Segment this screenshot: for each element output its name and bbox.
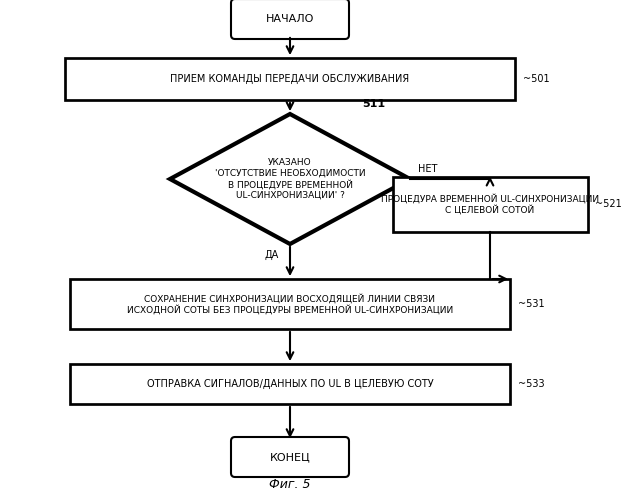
Text: СОХРАНЕНИЕ СИНХРОНИЗАЦИИ ВОСХОДЯЩЕЙ ЛИНИИ СВЯЗИ
ИСХОДНОЙ СОТЫ БЕЗ ПРОЦЕДУРЫ ВРЕМ: СОХРАНЕНИЕ СИНХРОНИЗАЦИИ ВОСХОДЯЩЕЙ ЛИНИ… xyxy=(127,293,453,315)
Text: Фиг. 5: Фиг. 5 xyxy=(269,478,311,491)
FancyBboxPatch shape xyxy=(231,437,349,477)
Bar xyxy=(392,177,587,232)
Text: УКАЗАНО
'ОТСУТСТВИЕ НЕОБХОДИМОСТИ
В ПРОЦЕДУРЕ ВРЕМЕННОЙ
UL-СИНХРОНИЗАЦИИ' ?: УКАЗАНО 'ОТСУТСТВИЕ НЕОБХОДИМОСТИ В ПРОЦ… xyxy=(215,158,366,200)
Text: ~531: ~531 xyxy=(518,299,544,309)
Text: ПРОЦЕДУРА ВРЕМЕННОЙ UL-СИНХРОНИЗАЦИИ
С ЦЕЛЕВОЙ СОТОЙ: ПРОЦЕДУРА ВРЕМЕННОЙ UL-СИНХРОНИЗАЦИИ С Ц… xyxy=(381,193,599,215)
Polygon shape xyxy=(170,114,410,244)
Text: ОТПРАВКА СИГНАЛОВ/ДАННЫХ ПО UL В ЦЕЛЕВУЮ СОТУ: ОТПРАВКА СИГНАЛОВ/ДАННЫХ ПО UL В ЦЕЛЕВУЮ… xyxy=(146,379,433,389)
Bar xyxy=(70,364,510,404)
Text: ~533: ~533 xyxy=(518,379,544,389)
Text: НЕТ: НЕТ xyxy=(418,164,437,174)
Bar xyxy=(70,279,510,329)
Text: НАЧАЛО: НАЧАЛО xyxy=(266,14,314,24)
Text: ~501: ~501 xyxy=(523,74,550,84)
Text: 511: 511 xyxy=(362,99,385,109)
Bar xyxy=(65,58,515,100)
Text: ~521: ~521 xyxy=(596,199,622,209)
Text: ПРИЕМ КОМАНДЫ ПЕРЕДАЧИ ОБСЛУЖИВАНИЯ: ПРИЕМ КОМАНДЫ ПЕРЕДАЧИ ОБСЛУЖИВАНИЯ xyxy=(171,74,410,84)
FancyBboxPatch shape xyxy=(231,0,349,39)
Text: КОНЕЦ: КОНЕЦ xyxy=(270,452,311,462)
Text: ДА: ДА xyxy=(265,250,279,260)
